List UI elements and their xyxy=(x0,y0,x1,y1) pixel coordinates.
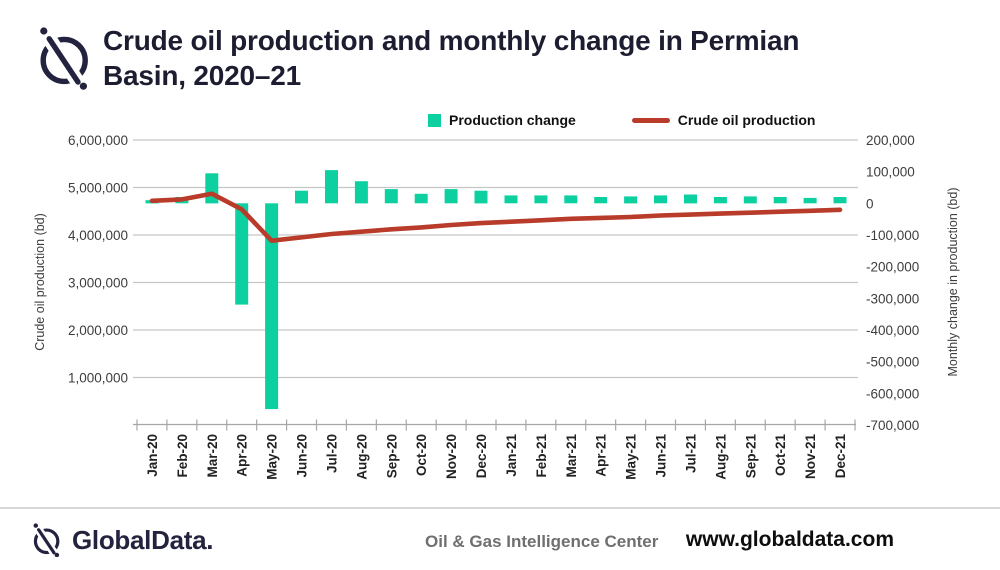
x-axis-label: Nov-21 xyxy=(803,434,818,480)
production-change-bar xyxy=(504,195,518,204)
production-change-bar xyxy=(713,197,727,204)
x-axis-label: Jul-21 xyxy=(684,434,699,474)
legend-item-crude-oil-production: Crude oil production xyxy=(631,112,816,128)
x-axis-label: Oct-20 xyxy=(414,434,429,476)
x-axis-label: Apr-20 xyxy=(235,434,250,477)
chart-legend: Production change Crude oil production xyxy=(428,112,815,128)
right-axis-tick-label: -500,000 xyxy=(866,355,919,370)
x-axis-label: Aug-21 xyxy=(713,434,728,480)
production-change-bar xyxy=(265,203,279,410)
x-axis-label: Jul-20 xyxy=(325,434,340,473)
x-axis-label: Sep-20 xyxy=(384,434,399,478)
right-axis-tick-label: -700,000 xyxy=(866,418,919,433)
production-change-bar xyxy=(654,195,667,204)
page-title-line2: Basin, 2020–21 xyxy=(103,59,302,91)
footer-website: www.globaldata.com xyxy=(685,528,894,551)
x-axis-label: Dec-21 xyxy=(833,434,848,479)
production-change-bar xyxy=(534,195,548,204)
x-axis-label: Aug-20 xyxy=(354,434,369,480)
production-change-bar xyxy=(564,195,578,204)
x-axis-label: Feb-20 xyxy=(175,434,190,478)
x-axis-label: Jan-21 xyxy=(504,434,519,477)
right-axis-tick-label: -400,000 xyxy=(866,323,919,338)
x-axis-label: Dec-20 xyxy=(474,434,489,478)
left-axis-tick-label: 6,000,000 xyxy=(68,133,128,148)
x-axis-label: Jun-20 xyxy=(295,434,310,478)
page-title: Crude oil production and monthly change … xyxy=(103,24,973,93)
crude-oil-production-line xyxy=(149,191,843,243)
production-change-bar xyxy=(325,170,338,204)
red-line-swatch-icon xyxy=(631,117,670,123)
x-axis-label: Nov-20 xyxy=(444,434,459,479)
right-axis-tick-label: 200,000 xyxy=(866,133,915,148)
production-change-bar xyxy=(474,190,488,204)
left-axis-tick-label: 5,000,000 xyxy=(68,181,128,196)
right-axis-tick-label: 0 xyxy=(866,196,874,211)
page-title-line1: Crude oil production and monthly change … xyxy=(103,25,800,56)
production-change-bar xyxy=(384,189,398,204)
left-axis-title: Crude oil production (bd) xyxy=(33,213,47,351)
right-axis-tick-label: -300,000 xyxy=(866,291,919,306)
footer-divider xyxy=(0,507,1000,509)
globaldata-footer-logo-icon xyxy=(33,523,60,557)
x-axis-label: Feb-21 xyxy=(534,434,549,478)
production-change-bar xyxy=(833,197,847,204)
production-change-bar xyxy=(235,203,249,305)
legend-label: Crude oil production xyxy=(677,112,816,128)
brand-name: GlobalData. xyxy=(72,525,214,555)
production-change-bar xyxy=(205,173,219,204)
production-change-bar xyxy=(295,190,308,204)
x-axis-label: Jun-21 xyxy=(654,434,669,478)
right-axis-tick-label: -200,000 xyxy=(866,260,919,275)
production-change-bar xyxy=(594,197,608,204)
x-axis-label: May-20 xyxy=(265,434,280,480)
right-axis-title: Monthly change in production (bd) xyxy=(946,187,960,376)
right-axis-tick-label: -600,000 xyxy=(866,386,919,401)
x-axis-label: Mar-20 xyxy=(205,434,220,478)
footer-center-text: Oil & Gas Intelligence Center xyxy=(425,532,659,551)
production-change-bar xyxy=(773,197,787,204)
green-bar-swatch-icon xyxy=(428,113,441,127)
production-change-bar xyxy=(414,193,428,204)
left-axis-tick-label: 2,000,000 xyxy=(68,323,128,338)
production-change-bar xyxy=(354,181,368,204)
footer: GlobalData. Oil & Gas Intelligence Cente… xyxy=(0,509,1000,570)
x-axis-label: Apr-21 xyxy=(594,434,609,477)
production-change-bar xyxy=(444,189,458,204)
production-change-bar xyxy=(743,196,757,204)
left-axis-tick-label: 3,000,000 xyxy=(68,276,128,291)
production-change-bar xyxy=(803,197,817,204)
x-axis-label: May-21 xyxy=(624,434,639,480)
right-axis-tick-label: 100,000 xyxy=(866,165,915,180)
legend-label: Production change xyxy=(449,112,576,128)
x-axis-label: Mar-21 xyxy=(564,434,579,478)
x-axis-label: Oct-21 xyxy=(773,434,788,477)
globaldata-logo-icon xyxy=(40,27,88,90)
left-axis-tick-label: 4,000,000 xyxy=(68,228,128,243)
production-change-bar xyxy=(624,196,638,204)
production-change-bar xyxy=(684,194,697,204)
right-axis-tick-label: -100,000 xyxy=(866,228,919,243)
legend-item-production-change: Production change xyxy=(428,112,576,128)
x-axis-label: Sep-21 xyxy=(743,434,758,479)
left-axis-tick-label: 1,000,000 xyxy=(68,371,128,386)
x-axis-label: Jan-20 xyxy=(145,434,160,477)
